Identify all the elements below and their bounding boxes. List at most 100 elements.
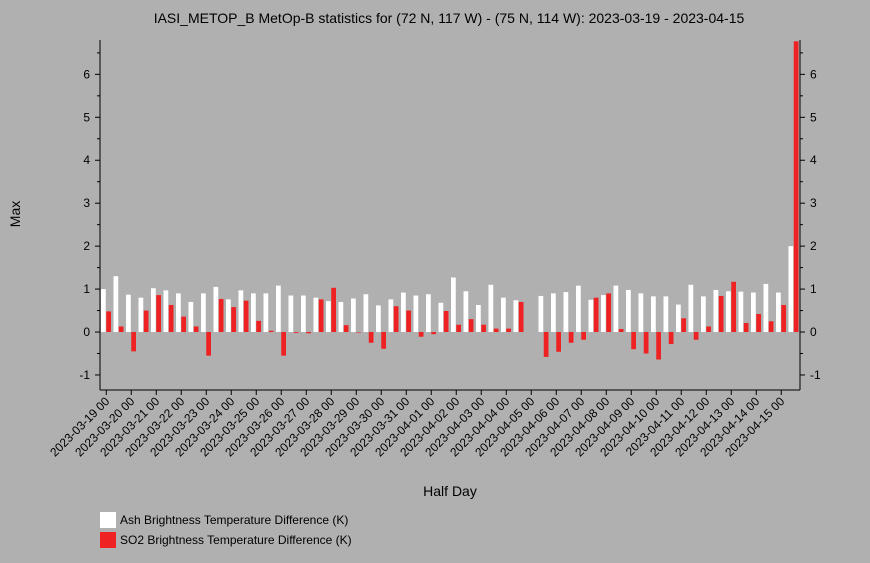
ash-bar xyxy=(463,291,469,333)
so2-bar xyxy=(256,320,261,333)
ash-bar xyxy=(626,289,631,333)
legend-label-ash: Ash Brightness Temperature Difference (K… xyxy=(120,513,348,527)
y-axis-label: Max xyxy=(7,201,23,227)
legend-swatch-so2 xyxy=(100,532,116,548)
ash-bar xyxy=(451,277,456,333)
ash-bar xyxy=(788,246,794,333)
y-tick-label-right: -1 xyxy=(810,368,821,382)
ash-bar xyxy=(576,285,581,333)
y-tick-label-right: 2 xyxy=(810,239,817,253)
so2-bar xyxy=(568,332,574,343)
so2-bar xyxy=(768,321,774,333)
ash-bar xyxy=(226,299,231,333)
so2-bar xyxy=(331,287,336,333)
ash-bar xyxy=(676,304,681,333)
ash-bar xyxy=(651,296,656,333)
y-tick-label-left: 6 xyxy=(83,67,90,81)
y-tick-label-right: 4 xyxy=(810,153,817,167)
so2-bar xyxy=(643,332,649,354)
ash-bar xyxy=(251,293,256,333)
ash-bar xyxy=(413,295,419,333)
so2-bar xyxy=(468,319,474,333)
ash-bar xyxy=(476,304,481,333)
so2-bar xyxy=(556,332,561,352)
so2-bar xyxy=(706,326,711,333)
ash-bar xyxy=(551,293,556,333)
ash-bar xyxy=(613,285,619,333)
ash-bar xyxy=(638,293,644,333)
so2-bar xyxy=(268,330,274,333)
so2-bar xyxy=(393,306,399,333)
ash-bar xyxy=(388,299,394,333)
ash-bar xyxy=(263,293,269,333)
so2-bar xyxy=(581,332,586,340)
so2-bar xyxy=(193,326,199,333)
so2-bar xyxy=(793,41,799,333)
so2-bar xyxy=(181,316,186,333)
so2-bar xyxy=(443,310,449,333)
so2-bar xyxy=(731,281,736,333)
y-tick-label-right: 6 xyxy=(810,67,817,81)
ash-bar xyxy=(426,294,431,333)
ash-bar xyxy=(713,289,719,333)
ash-bar xyxy=(588,299,594,333)
ash-bar xyxy=(138,297,144,333)
ash-bar xyxy=(376,305,381,333)
ash-bar xyxy=(701,296,706,333)
so2-bar xyxy=(143,310,149,333)
so2-bar xyxy=(718,295,724,333)
so2-bar xyxy=(606,293,611,333)
ash-bar xyxy=(326,301,331,333)
so2-bar xyxy=(693,332,699,340)
so2-bar xyxy=(206,332,211,356)
so2-bar xyxy=(406,310,411,333)
ash-bar xyxy=(313,297,319,333)
y-tick-label-right: 0 xyxy=(810,325,817,339)
y-tick-label-left: 4 xyxy=(83,153,90,167)
ash-bar xyxy=(363,294,369,333)
so2-bar xyxy=(156,295,161,333)
so2-bar xyxy=(781,304,786,333)
y-tick-label-left: 5 xyxy=(83,110,90,124)
ash-bar xyxy=(113,276,119,333)
ash-bar xyxy=(176,293,181,333)
so2-bar xyxy=(743,323,749,333)
legend-swatch-ash xyxy=(100,512,116,528)
so2-bar xyxy=(756,313,761,333)
ash-bar xyxy=(738,291,744,333)
so2-bar xyxy=(656,332,661,360)
so2-bar xyxy=(106,311,111,333)
so2-bar xyxy=(481,324,486,333)
legend: Ash Brightness Temperature Difference (K… xyxy=(100,512,352,548)
ash-bar xyxy=(438,302,444,333)
y-tick-label-right: 5 xyxy=(810,110,817,124)
so2-bar xyxy=(618,329,624,333)
so2-bar xyxy=(168,304,174,333)
chart-title: IASI_METOP_B MetOp-B statistics for (72 … xyxy=(154,10,745,26)
y-tick-label-left: -1 xyxy=(79,368,90,382)
ash-bar xyxy=(488,284,494,333)
ash-bar xyxy=(776,292,781,333)
ash-bar xyxy=(276,285,281,333)
so2-bar xyxy=(518,301,524,333)
so2-bar xyxy=(318,299,324,333)
so2-bar xyxy=(418,332,424,337)
so2-bar xyxy=(356,332,361,333)
y-tick-label-left: 1 xyxy=(83,282,90,296)
legend-label-so2: SO2 Brightness Temperature Difference (K… xyxy=(120,533,352,547)
ash-bar xyxy=(751,292,756,333)
ash-bar xyxy=(351,298,356,333)
ash-bar xyxy=(601,295,606,333)
y-tick-label-left: 2 xyxy=(83,239,90,253)
so2-bar xyxy=(631,332,636,350)
ash-bar xyxy=(501,297,506,333)
ash-bar xyxy=(763,283,769,333)
so2-bar xyxy=(506,328,511,333)
x-axis-label: Half Day xyxy=(423,483,477,499)
ash-bar xyxy=(563,292,569,333)
ash-bar xyxy=(538,295,544,333)
so2-bar xyxy=(456,324,461,333)
so2-bar xyxy=(306,332,311,334)
ash-bar xyxy=(513,300,519,333)
